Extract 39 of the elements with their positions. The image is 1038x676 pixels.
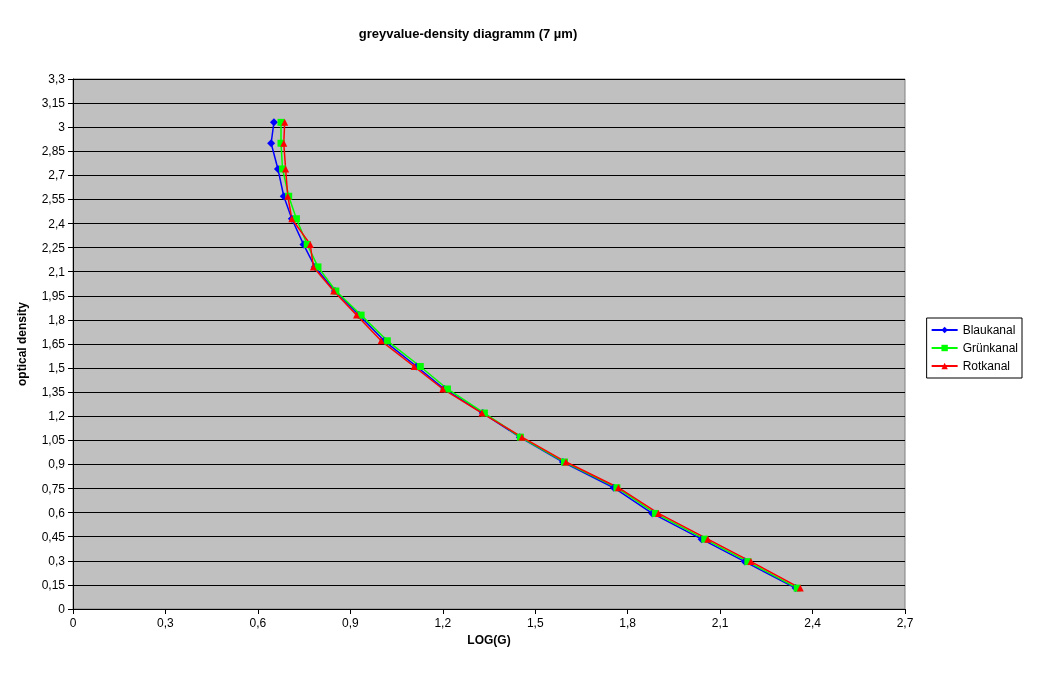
y-tick-label: 1,95	[41, 288, 66, 303]
y-tick-label: 1,2	[48, 409, 66, 424]
y-tick-label: 1,5	[48, 361, 66, 376]
y-tick-label: 3,15	[41, 96, 66, 111]
y-tick-label: 1,65	[41, 337, 66, 351]
y-tick-label: 0,15	[41, 577, 66, 592]
x-tick-label: 2,7	[896, 616, 914, 630]
y-tick-label: 0,75	[41, 481, 66, 496]
y-tick-label: 3,3	[48, 72, 66, 86]
x-tick-label: 0,9	[341, 616, 359, 630]
x-tick-label: 0,3	[157, 616, 175, 630]
y-tick-label: 2,55	[41, 192, 66, 207]
y-tick-label: 3	[58, 120, 66, 135]
y-tick-label: 1,05	[41, 433, 66, 448]
x-axis-title: LOG(G)	[467, 633, 511, 647]
x-tick-label: 1,2	[434, 616, 452, 630]
x-tick-label: 0,6	[249, 616, 267, 630]
x-tick-label: 2,4	[804, 616, 822, 630]
x-tick-label: 2,1	[711, 616, 729, 630]
y-tick-label: 2,1	[48, 264, 66, 279]
y-tick-label: 1,8	[48, 312, 66, 327]
y-tick-label: 0,6	[48, 505, 66, 520]
y-tick-label: 2,85	[41, 144, 66, 159]
x-tick-label: 0	[69, 616, 77, 630]
y-axis-title: optical density	[15, 301, 29, 387]
y-tick-label: 2,7	[48, 168, 66, 183]
legend-label: Grünkanal	[962, 341, 1019, 355]
y-tick-label: 0	[58, 602, 66, 616]
legend-label: Blaukanal	[962, 323, 1016, 337]
y-tick-label: 0,9	[48, 457, 66, 472]
y-tick-label: 2,4	[48, 216, 66, 231]
legend-label: Rotkanal	[962, 359, 1011, 373]
y-tick-label: 0,45	[41, 529, 66, 544]
x-tick-label: 1,5	[526, 616, 544, 630]
x-tick-label: 1,8	[619, 616, 637, 630]
y-tick-label: 2,25	[41, 240, 66, 255]
y-tick-label: 1,35	[41, 385, 66, 400]
y-tick-label: 0,3	[48, 553, 66, 568]
chart-title: greyvalue-density diagramm (7 µm)	[358, 26, 578, 41]
